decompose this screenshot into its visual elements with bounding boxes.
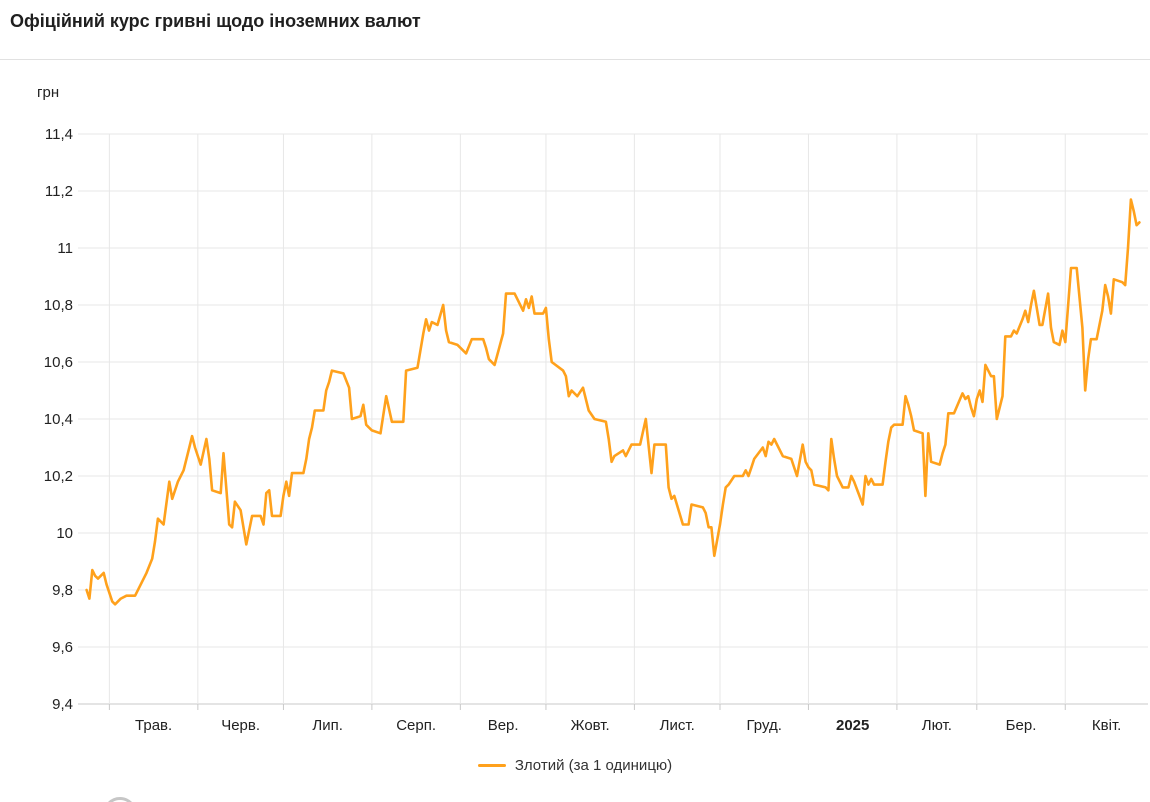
x-tick-label: Лют. — [922, 717, 952, 734]
x-tick-label: Вер. — [488, 717, 519, 734]
y-tick-label: 11,2 — [45, 183, 73, 200]
zloty-rate-line[interactable] — [85, 198, 1141, 606]
y-tick-label: 10,8 — [44, 297, 73, 314]
scroll-top-ring[interactable] — [103, 797, 137, 802]
legend-line-swatch — [477, 764, 506, 767]
y-tick-label: 10,2 — [44, 468, 73, 485]
x-tick-label: Лист. — [660, 717, 695, 734]
y-tick-label: 11 — [57, 240, 73, 257]
y-tick-label: 10,4 — [44, 411, 73, 428]
y-tick-label: 9,4 — [52, 696, 73, 713]
plot-area[interactable] — [78, 134, 1148, 704]
legend-label: Злотий (за 1 одиницю) — [514, 757, 673, 774]
y-tick-label: 9,8 — [52, 582, 73, 599]
title-divider — [0, 59, 1150, 60]
y-tick-label: 9,6 — [52, 639, 73, 656]
x-tick-label: 2025 — [836, 717, 869, 734]
x-tick-label: Трав. — [135, 717, 172, 734]
x-tick-label: Черв. — [221, 717, 260, 734]
x-tick-label: Груд. — [747, 717, 782, 734]
x-tick-label: Серп. — [396, 717, 436, 734]
y-axis-title: грн — [37, 84, 60, 101]
x-tick-label: Квіт. — [1092, 717, 1121, 734]
y-tick-label: 10 — [56, 525, 73, 542]
y-tick-label: 11,4 — [45, 126, 73, 143]
chart-canvas: 9,4 9,6 9,8 10 10,2 10,4 10,6 10,8 11 11,2 11,4 Тра… — [44, 126, 1148, 734]
x-tick-label: Лип. — [312, 717, 343, 734]
legend-item-zloty[interactable]: Злотий (за 1 одиницю) — [0, 757, 1150, 774]
y-tick-label: 10,6 — [44, 354, 73, 371]
page-title: Офіційний курс гривні щодо іноземних вал… — [10, 11, 421, 31]
chart: 9,4 9,6 9,8 10 10,2 10,4 10,6 10,8 11 11,2 11,4 Тра… — [0, 60, 1150, 760]
x-tick-label: Жовт. — [571, 717, 610, 734]
x-tick-label: Бер. — [1006, 717, 1037, 734]
